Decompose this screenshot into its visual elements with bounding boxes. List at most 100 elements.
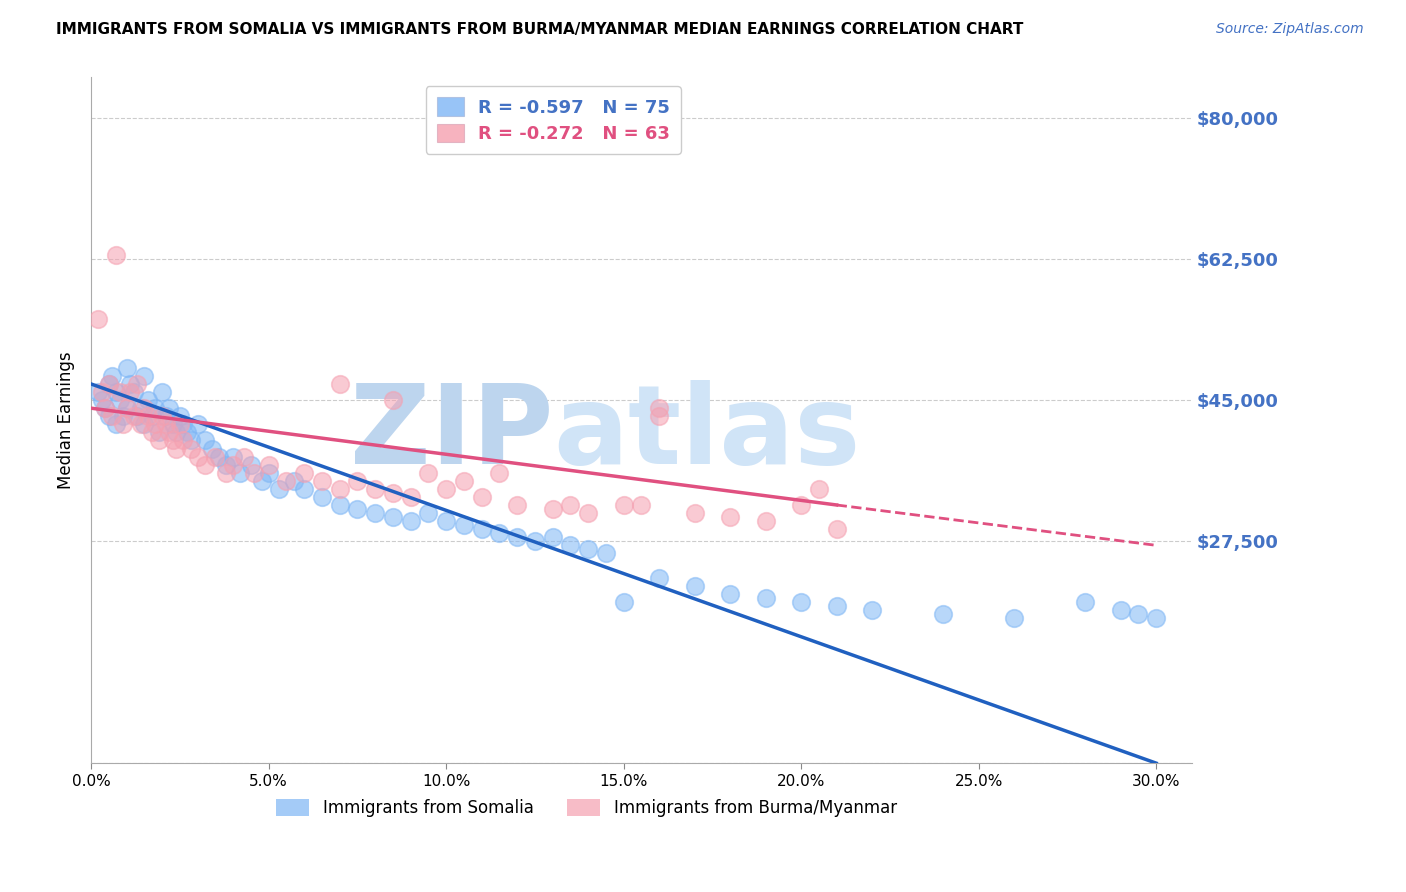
Point — [122, 409, 145, 424]
Point — [148, 425, 170, 440]
Point — [329, 482, 352, 496]
Point — [329, 376, 352, 391]
Point — [595, 546, 617, 560]
Point — [180, 442, 202, 456]
Point — [239, 458, 262, 472]
Point — [329, 498, 352, 512]
Point — [187, 450, 209, 464]
Point — [269, 482, 291, 496]
Point — [143, 401, 166, 416]
Point — [90, 385, 112, 400]
Point — [204, 450, 226, 464]
Point — [87, 385, 110, 400]
Y-axis label: Median Earnings: Median Earnings — [58, 351, 75, 489]
Point — [790, 498, 813, 512]
Point — [148, 434, 170, 448]
Point — [176, 425, 198, 440]
Text: ZIP: ZIP — [350, 381, 554, 488]
Point — [648, 401, 671, 416]
Point — [120, 376, 142, 391]
Point — [860, 603, 883, 617]
Point — [90, 393, 112, 408]
Point — [172, 434, 194, 448]
Point — [115, 401, 138, 416]
Point — [718, 587, 741, 601]
Point — [187, 417, 209, 432]
Point — [120, 385, 142, 400]
Point — [648, 409, 671, 424]
Point — [257, 458, 280, 472]
Point — [311, 474, 333, 488]
Point — [169, 409, 191, 424]
Point — [471, 490, 494, 504]
Point — [257, 466, 280, 480]
Point — [201, 442, 224, 456]
Point — [1074, 595, 1097, 609]
Point — [134, 401, 156, 416]
Point — [180, 434, 202, 448]
Point — [115, 401, 138, 416]
Point — [250, 474, 273, 488]
Point — [807, 482, 830, 496]
Point — [418, 506, 440, 520]
Point — [157, 425, 180, 440]
Point — [129, 417, 152, 432]
Text: Source: ZipAtlas.com: Source: ZipAtlas.com — [1216, 22, 1364, 37]
Point — [755, 591, 778, 605]
Point — [346, 474, 368, 488]
Point — [143, 417, 166, 432]
Point — [576, 506, 599, 520]
Point — [150, 385, 173, 400]
Point — [471, 522, 494, 536]
Point — [101, 368, 124, 383]
Point — [162, 434, 184, 448]
Point — [630, 498, 652, 512]
Point — [115, 360, 138, 375]
Point — [1109, 603, 1132, 617]
Point — [560, 538, 582, 552]
Point — [105, 385, 128, 400]
Point — [157, 401, 180, 416]
Point — [453, 518, 475, 533]
Point — [1144, 611, 1167, 625]
Point — [87, 312, 110, 326]
Point — [165, 425, 187, 440]
Text: IMMIGRANTS FROM SOMALIA VS IMMIGRANTS FROM BURMA/MYANMAR MEDIAN EARNINGS CORRELA: IMMIGRANTS FROM SOMALIA VS IMMIGRANTS FR… — [56, 22, 1024, 37]
Point — [165, 442, 187, 456]
Point — [399, 514, 422, 528]
Point — [399, 490, 422, 504]
Point — [434, 482, 457, 496]
Point — [129, 401, 152, 416]
Legend: Immigrants from Somalia, Immigrants from Burma/Myanmar: Immigrants from Somalia, Immigrants from… — [270, 792, 904, 823]
Point — [683, 579, 706, 593]
Point — [122, 385, 145, 400]
Point — [136, 393, 159, 408]
Point — [825, 599, 848, 613]
Point — [648, 571, 671, 585]
Point — [434, 514, 457, 528]
Point — [683, 506, 706, 520]
Point — [576, 542, 599, 557]
Point — [276, 474, 298, 488]
Point — [94, 401, 117, 416]
Point — [560, 498, 582, 512]
Point — [381, 510, 404, 524]
Point — [506, 530, 529, 544]
Point — [112, 417, 135, 432]
Point — [127, 376, 149, 391]
Point — [141, 409, 163, 424]
Point — [381, 393, 404, 408]
Point — [97, 409, 120, 424]
Point — [488, 466, 510, 480]
Point — [108, 385, 131, 400]
Point — [292, 466, 315, 480]
Point — [141, 425, 163, 440]
Point — [169, 417, 191, 432]
Point — [453, 474, 475, 488]
Point — [243, 466, 266, 480]
Point — [222, 458, 245, 472]
Point — [292, 482, 315, 496]
Point — [825, 522, 848, 536]
Point — [381, 486, 404, 500]
Point — [105, 417, 128, 432]
